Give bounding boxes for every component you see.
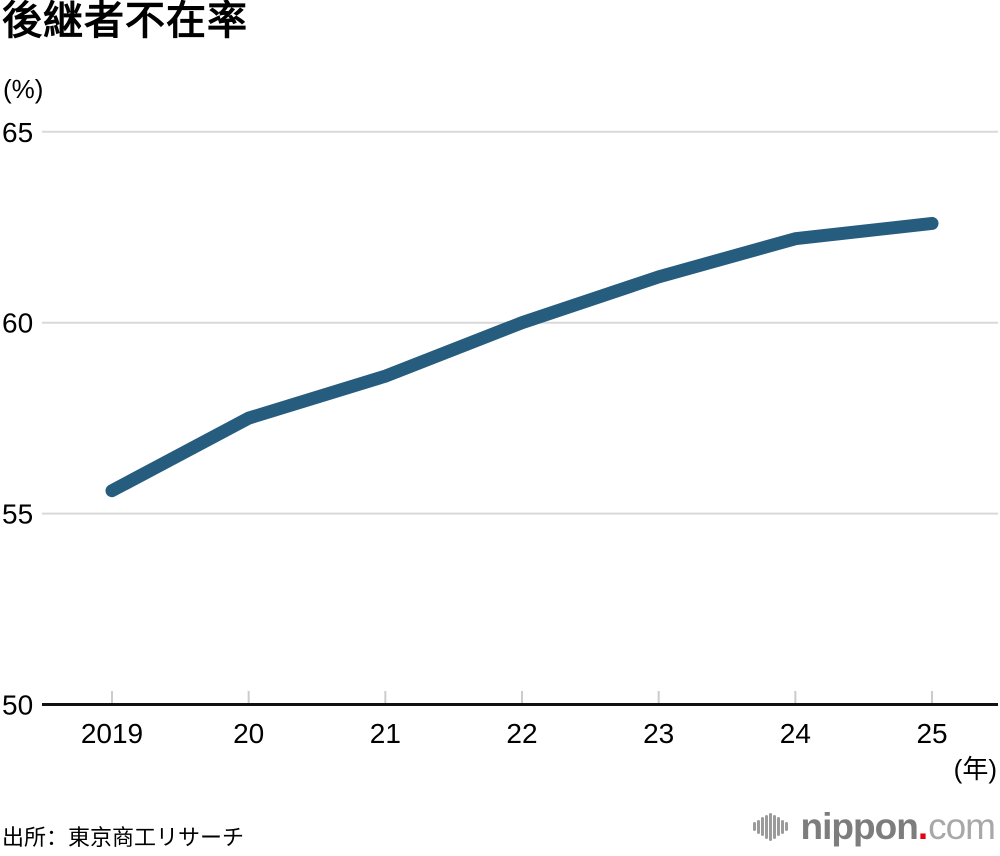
y-axis-tick-label: 65 <box>2 117 33 148</box>
x-axis-tick-label: 22 <box>506 718 537 749</box>
nippon-soundwave-icon <box>753 812 788 842</box>
y-axis-tick-label: 55 <box>2 499 33 530</box>
data-line <box>105 216 939 498</box>
nippon-logo-text: nippon.com <box>800 806 996 847</box>
nippon-logo: nippon.com <box>753 806 996 847</box>
x-axis-tick-label: 21 <box>370 718 401 749</box>
y-axis-unit-label: (%) <box>3 74 44 104</box>
logo-name: nippon <box>800 806 919 847</box>
x-axis-unit-label: (年) <box>954 754 997 784</box>
x-axis-tick-label: 20 <box>233 718 264 749</box>
x-axis-tick-label: 24 <box>780 718 811 749</box>
source-note: 出所：東京商工リサーチ <box>2 825 245 850</box>
y-axis-tick-label: 60 <box>2 308 33 339</box>
y-axis-tick-label: 50 <box>2 690 33 721</box>
line-chart: 50 55 60 65 2019 20 21 22 23 24 25(年) <box>2 117 998 784</box>
x-axis-tick-label: 23 <box>643 718 674 749</box>
logo-tld: com <box>928 806 996 847</box>
chart-title: 後継者不在率 <box>2 0 248 43</box>
x-axis-tick-label: 25 <box>916 718 947 749</box>
x-axis-tick-label: 2019 <box>81 718 143 749</box>
logo-dot: . <box>917 806 929 847</box>
